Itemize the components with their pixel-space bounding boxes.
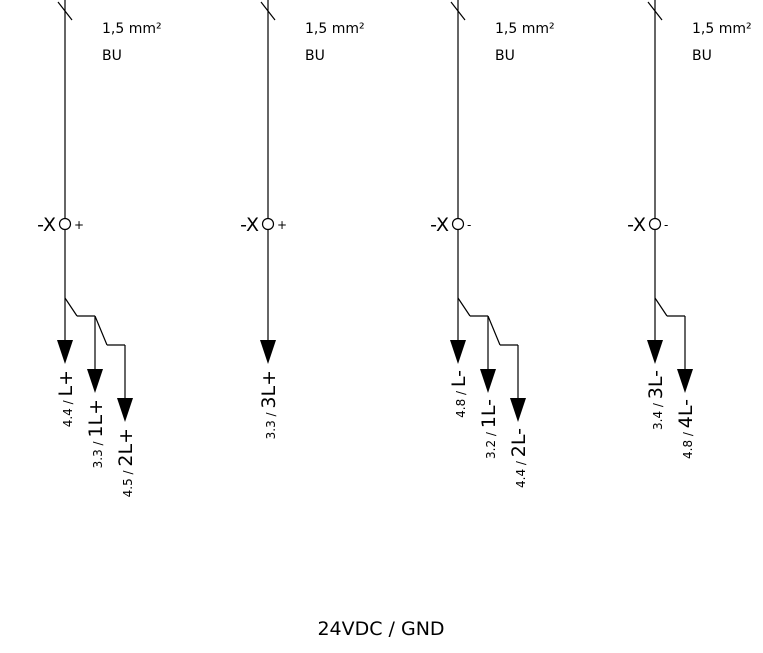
output-reference: 4.4 / 2L- <box>508 428 530 488</box>
wire-cross-section: 1,5 mm² <box>692 21 752 37</box>
output-label: 3.3 / 1L+ <box>85 399 107 468</box>
wire-cross-section: 1,5 mm² <box>495 21 555 37</box>
output-page-ref: 3.2 / <box>484 428 498 459</box>
terminal-circle <box>648 217 662 231</box>
output-arrow <box>480 369 496 393</box>
terminal-polarity: + <box>277 218 287 232</box>
terminal-polarity: - <box>664 218 668 232</box>
branch-diagonal <box>654 297 668 317</box>
output-reference: 3.3 / 3L+ <box>258 370 280 439</box>
output-potential-name: 2L+ <box>115 428 137 467</box>
output-reference: 3.2 / 1L- <box>478 399 500 459</box>
output-page-ref: 4.8 / <box>454 387 468 418</box>
terminal-circle <box>58 217 72 231</box>
output-page-ref: 4.4 / <box>514 457 528 488</box>
wire-tick-mark <box>647 1 663 21</box>
output-reference: 4.4 / L+ <box>55 370 77 427</box>
wire-color: BU <box>305 48 325 64</box>
output-page-ref: 3.3 / <box>264 409 278 440</box>
output-label: 3.3 / 3L+ <box>258 370 280 439</box>
output-potential-name: 4L- <box>675 399 697 428</box>
output-label: 3.2 / 1L- <box>478 399 500 459</box>
output-arrow <box>260 340 276 364</box>
terminal-circle <box>451 217 465 231</box>
wire-tick-mark <box>57 1 73 21</box>
output-potential-name: L+ <box>55 370 77 397</box>
wire-cross-section: 1,5 mm² <box>305 21 365 37</box>
output-reference: 4.5 / 2L+ <box>115 428 137 497</box>
output-arrow <box>450 340 466 364</box>
terminal-label: -X <box>627 214 646 236</box>
output-label: 4.5 / 2L+ <box>115 428 137 497</box>
output-potential-name: 2L- <box>508 428 530 457</box>
output-page-ref: 4.4 / <box>61 397 75 428</box>
output-label: 3.4 / 3L- <box>645 370 667 430</box>
wire-color: BU <box>495 48 515 64</box>
output-potential-name: 3L+ <box>258 370 280 409</box>
output-label: 4.8 / 4L- <box>675 399 697 459</box>
output-arrow <box>117 398 133 422</box>
output-arrow <box>87 369 103 393</box>
output-reference: 4.8 / 4L- <box>675 399 697 459</box>
output-arrow <box>510 398 526 422</box>
output-label: 4.8 / L- <box>448 370 470 418</box>
terminal-label: -X <box>430 214 449 236</box>
output-arrow <box>677 369 693 393</box>
output-arrow <box>57 340 73 364</box>
output-page-ref: 4.8 / <box>681 428 695 459</box>
output-arrow <box>647 340 663 364</box>
branch-diagonal <box>94 315 108 346</box>
wire-tick-mark <box>260 1 276 21</box>
output-page-ref: 3.4 / <box>651 399 665 430</box>
footer-label: 24VDC / GND <box>317 618 444 640</box>
output-label: 4.4 / L+ <box>55 370 77 427</box>
output-potential-name: 1L- <box>478 399 500 428</box>
terminal-label: -X <box>240 214 259 236</box>
wire-color: BU <box>692 48 712 64</box>
output-potential-name: L- <box>448 370 470 387</box>
terminal-label: -X <box>37 214 56 236</box>
branch-diagonal <box>487 315 501 346</box>
wire-tick-mark <box>450 1 466 21</box>
output-potential-name: 1L+ <box>85 399 107 438</box>
output-reference: 3.3 / 1L+ <box>85 399 107 468</box>
branch-diagonal <box>457 297 471 317</box>
output-reference: 4.8 / L- <box>448 370 470 418</box>
branch-diagonal <box>64 297 78 317</box>
terminal-polarity: + <box>74 218 84 232</box>
output-reference: 3.4 / 3L- <box>645 370 667 430</box>
output-label: 4.4 / 2L- <box>508 428 530 488</box>
terminal-circle <box>261 217 275 231</box>
output-page-ref: 4.5 / <box>121 467 135 498</box>
output-page-ref: 3.3 / <box>91 438 105 469</box>
output-potential-name: 3L- <box>645 370 667 399</box>
wire-color: BU <box>102 48 122 64</box>
wire-cross-section: 1,5 mm² <box>102 21 162 37</box>
terminal-polarity: - <box>467 218 471 232</box>
